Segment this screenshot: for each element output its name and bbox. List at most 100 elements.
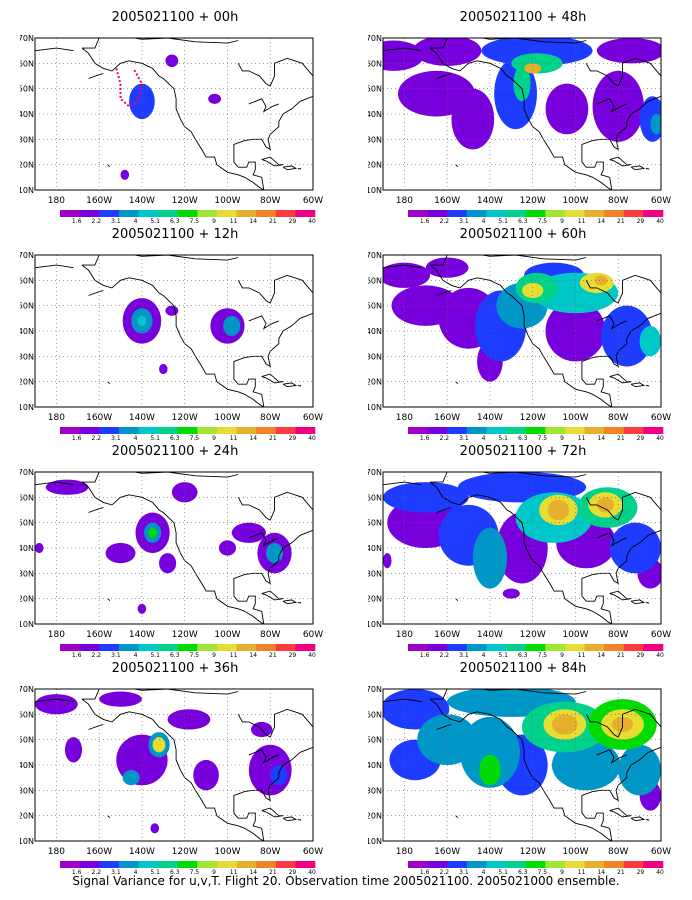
- coastline-segment: [297, 819, 302, 821]
- coastline-segment: [282, 599, 298, 605]
- variance-contour: [511, 53, 563, 74]
- lon-tick-label: 120W: [520, 196, 546, 206]
- legend-label: 6.3: [518, 218, 528, 223]
- legend-label: 11: [230, 869, 238, 874]
- legend-label: 6.3: [170, 869, 180, 874]
- legend-swatch: [275, 861, 296, 868]
- legend-swatch: [236, 861, 257, 868]
- coastline-segment: [237, 708, 313, 738]
- lon-tick-label: 120W: [520, 630, 546, 640]
- lon-tick-label: 180: [396, 413, 413, 423]
- lat-tick-label: 60N: [20, 59, 34, 68]
- legend-label: 3.1: [111, 869, 121, 874]
- legend-label: 21: [617, 435, 625, 440]
- coastline-segment: [429, 47, 613, 190]
- lat-tick-label: 30N: [20, 135, 34, 144]
- legend-label: 7.5: [538, 435, 548, 440]
- lon-tick-label: 160W: [434, 196, 460, 206]
- legend-swatch: [545, 427, 566, 434]
- legend-swatch: [295, 861, 316, 868]
- legend-swatch: [197, 427, 218, 434]
- lon-tick-label: 80W: [608, 413, 628, 423]
- legend-swatch: [643, 210, 664, 217]
- coastline-segment: [248, 98, 279, 113]
- legend-swatch: [643, 644, 664, 651]
- lon-tick-label: 140W: [477, 413, 503, 423]
- lat-tick-label: 20N: [20, 161, 34, 170]
- legend-swatch: [216, 210, 237, 217]
- coastline-segment: [383, 264, 422, 269]
- coastline-segment: [596, 749, 627, 764]
- panel-title: 2005021100 + 60h: [459, 227, 587, 242]
- variance-contour: [596, 38, 661, 64]
- coastline-segment: [630, 165, 646, 171]
- legend-label: 6.3: [518, 652, 528, 657]
- legend-swatch: [138, 644, 159, 651]
- legend-swatch: [506, 861, 526, 868]
- legend-label: 3.1: [459, 435, 469, 440]
- legend-label: 14: [597, 869, 605, 874]
- legend-swatch: [604, 644, 625, 651]
- lat-tick-label: 40N: [20, 110, 34, 119]
- variance-contour: [120, 169, 130, 180]
- lon-tick-label: 160W: [86, 630, 112, 640]
- map-panel: 2005021100 + 48h 70N 60N 50N 40N 30N 20N 10N 180…: [368, 8, 678, 223]
- legend-label: 21: [269, 435, 277, 440]
- coastline-segment: [35, 47, 74, 52]
- lon-tick-label: 120W: [172, 196, 198, 206]
- variance-contour: [524, 63, 542, 74]
- legend-label: 6.3: [170, 218, 180, 223]
- lon-tick-label: 60W: [303, 413, 323, 423]
- lon-tick-label: 140W: [129, 196, 155, 206]
- legend-label: 9: [212, 435, 216, 440]
- variance-contour: [618, 744, 661, 796]
- legend-label: 40: [308, 869, 316, 874]
- coastline-segment: [585, 491, 661, 521]
- legend-label: 2.2: [92, 435, 102, 440]
- map-canvas: 70N 60N 50N 40N 30N 20N 10N 180 160W 140W 120W 100W…: [368, 468, 671, 657]
- legend-swatch: [118, 861, 139, 868]
- lat-tick-label: 30N: [20, 352, 34, 361]
- coastline-segment: [585, 274, 661, 304]
- graticule: [35, 689, 313, 841]
- lat-tick-label: 60N: [368, 59, 382, 68]
- legend-swatch: [256, 861, 277, 868]
- legend-swatch: [236, 644, 257, 651]
- legend-label: 2.2: [440, 652, 450, 657]
- legend-label: 29: [637, 218, 645, 223]
- coastline-segment: [248, 315, 279, 330]
- coastline-segment: [581, 95, 661, 190]
- panel-title: 2005021100 + 00h: [111, 10, 239, 25]
- legend-label: 4: [482, 869, 486, 874]
- lat-tick-label: 50N: [368, 519, 382, 528]
- lon-tick-label: 120W: [172, 847, 198, 857]
- legend-swatch: [177, 861, 198, 868]
- map-frame: [382, 37, 662, 191]
- legend-label: 29: [289, 869, 297, 874]
- map-canvas: 70N 60N 50N 40N 30N 20N 10N 180 160W 140W 120W 100W…: [20, 34, 323, 223]
- legend-swatch: [236, 210, 257, 217]
- map-frame: [34, 37, 314, 191]
- legend-label: 4: [482, 218, 486, 223]
- legend-swatch: [584, 861, 605, 868]
- lat-tick-label: 30N: [368, 786, 382, 795]
- lat-tick-label: 50N: [20, 736, 34, 745]
- legend-label: 5.1: [150, 652, 160, 657]
- coastline: [383, 689, 661, 841]
- legend-label: 2.2: [92, 869, 102, 874]
- legend-swatch: [236, 427, 257, 434]
- lat-tick-label: 20N: [20, 595, 34, 604]
- coastline-segment: [82, 689, 239, 700]
- variance-contour: [650, 114, 661, 135]
- lat-tick-label: 70N: [368, 34, 382, 43]
- lon-tick-label: 140W: [477, 847, 503, 857]
- legend-swatch: [643, 861, 664, 868]
- legend-label: 9: [560, 218, 564, 223]
- legend-swatch: [564, 644, 585, 651]
- legend-label: 3.1: [111, 652, 121, 657]
- map-canvas: 70N 60N 50N 40N 30N 20N 10N 180 160W 140W 120W 100W…: [368, 685, 671, 874]
- legend-swatch: [506, 427, 526, 434]
- legend-swatch: [216, 644, 237, 651]
- legend-label: 29: [637, 435, 645, 440]
- variance-contour: [451, 88, 495, 150]
